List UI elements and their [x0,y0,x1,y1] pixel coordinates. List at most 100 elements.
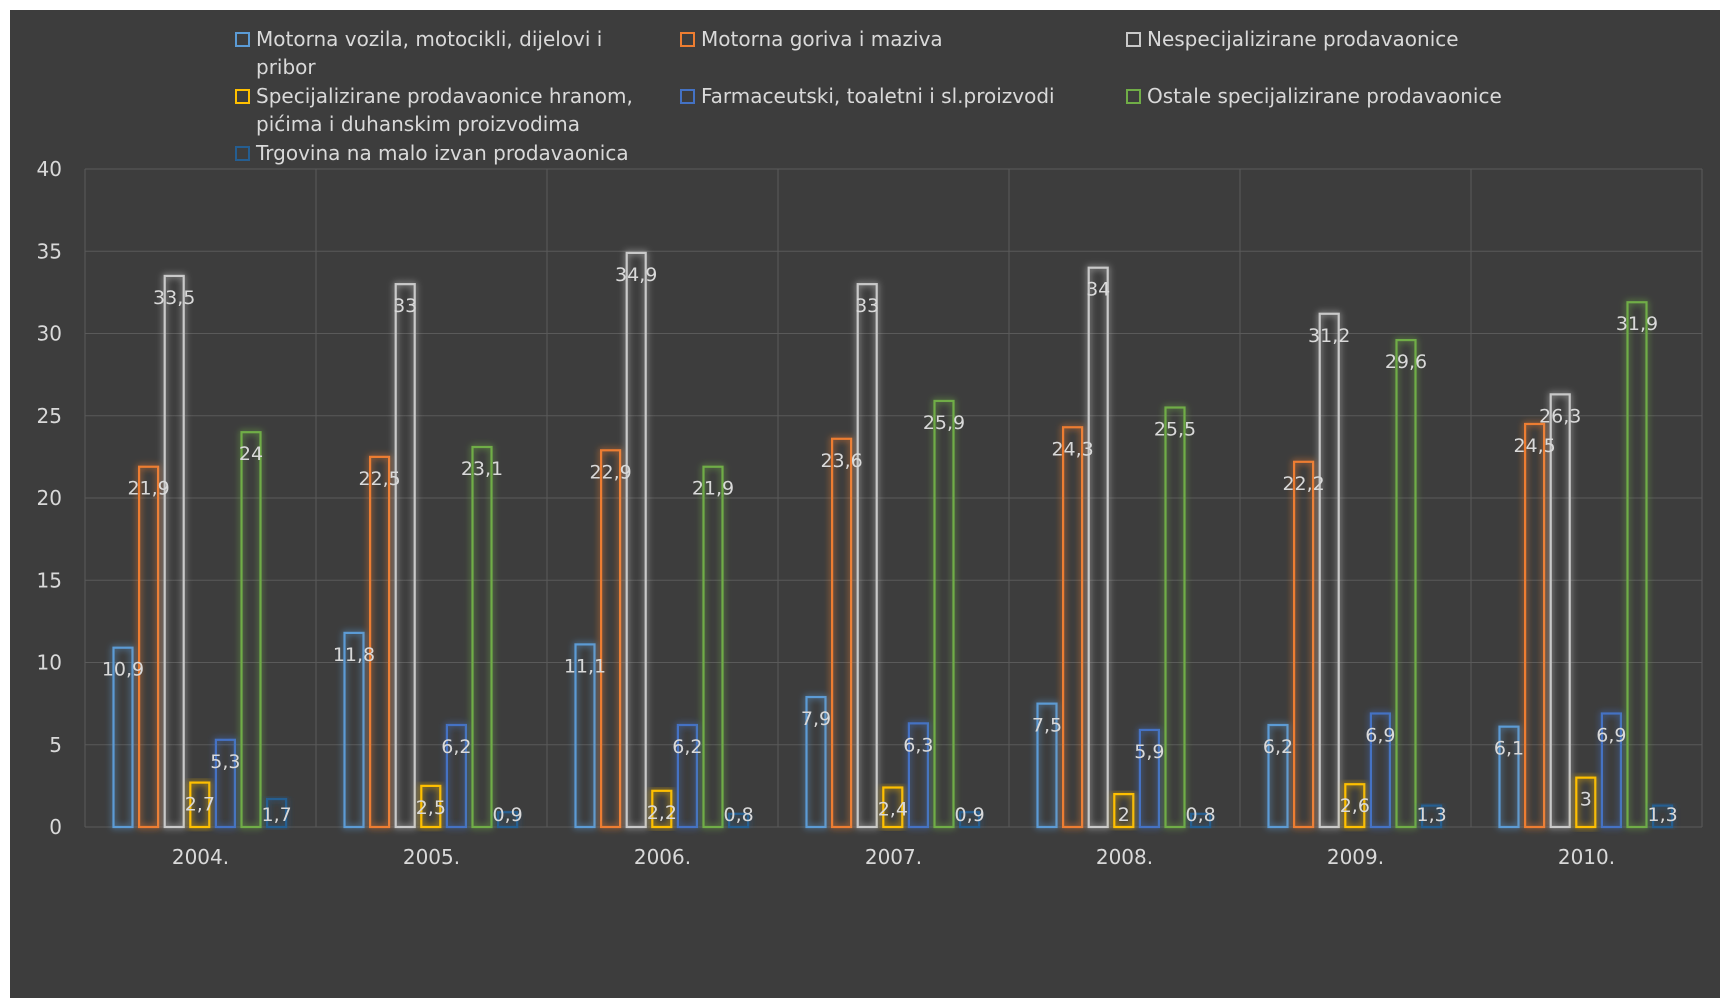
data-label: 7,9 [801,708,831,730]
legend-swatch [680,32,695,47]
data-label: 24,5 [1513,435,1555,457]
data-label: 6,2 [441,736,471,758]
bar [266,797,288,829]
bars [112,251,1674,829]
bar [1498,725,1520,829]
bar [138,465,160,829]
data-label: 0,9 [492,804,522,826]
bar [907,722,930,829]
data-label: 26,3 [1539,405,1581,427]
data-label: 31,2 [1308,325,1350,347]
bar [240,431,262,829]
legend-label: Motorna goriva i maziva [701,27,943,51]
data-label: 24 [239,443,263,465]
data-label: 22,9 [589,461,631,483]
bar [599,449,622,829]
y-axis: 0 5 10 15 20 25 30 35 40 [37,157,62,839]
data-label: 25,5 [1154,419,1196,441]
data-label: 23,6 [820,450,862,472]
bar [1395,338,1417,829]
data-label: 22,5 [358,468,400,490]
data-label: 5,3 [210,751,240,773]
legend-label-line: pićima i duhanskim proizvodima [256,112,580,136]
data-label: 5,9 [1134,741,1164,763]
bar [933,399,955,829]
data-label: 0,8 [1185,804,1215,826]
y-tick-label: 20 [37,486,62,510]
bar [1189,812,1212,829]
bar [1061,426,1084,829]
data-label: 29,6 [1385,351,1427,373]
legend: Motorna vozila, motocikli, dijelovi i pri… [235,27,1502,165]
bar [1318,312,1340,829]
data-label: 21,9 [127,478,169,500]
data-label: 24,3 [1051,438,1093,460]
bar [882,786,904,829]
data-label: 34 [1086,279,1110,301]
legend-label-line: pribor [256,55,316,79]
bar [805,695,827,829]
bar [1164,406,1186,829]
bar [445,723,467,829]
x-tick-label: 2005. [403,845,460,869]
data-label: 2,7 [185,794,215,816]
data-label: 31,9 [1616,313,1658,335]
legend-swatch [235,146,250,161]
y-tick-label: 10 [37,651,62,675]
y-tick-label: 5 [49,733,62,757]
gridlines [84,168,1703,828]
data-label: 11,1 [564,655,606,677]
legend-label: Nespecijalizirane prodavaonice [1147,27,1459,51]
bar [676,723,699,829]
data-label: 0,8 [723,804,753,826]
legend-label-line: Motorna vozila, motocikli, dijelovi i [256,27,602,51]
data-label: 2 [1118,804,1130,826]
data-label: 6,9 [1365,724,1395,746]
bar [163,274,185,829]
y-tick-label: 35 [37,239,62,263]
data-label: 7,5 [1032,715,1062,737]
data-label: 6,3 [903,734,933,756]
bar [471,445,493,829]
bar [1523,422,1546,829]
bar [958,811,981,829]
data-label: 33 [855,295,879,317]
legend-swatch [235,89,250,104]
data-label: 6,2 [672,736,702,758]
legend-swatch [235,32,250,47]
chart-container: 10,9 11,8 11,1 7,9 7,5 6,2 6,1 21,9 22,5 22,9 23,6… [10,10,1720,998]
legend-swatch [680,89,695,104]
bar [651,789,673,829]
data-labels: 10,911,811,17,9 7,56,2 6,121,9 22,5 22,923,6… [102,264,1678,826]
legend-label: Specijalizirane prodavaonice hranom, pići… [256,84,633,136]
x-tick-label: 2007. [865,845,922,869]
y-tick-label: 0 [49,815,62,839]
bar [343,631,365,829]
bar [1420,804,1443,829]
x-tick-label: 2008. [1096,845,1153,869]
bar [574,643,596,829]
bar [1600,712,1623,829]
data-label: 0,9 [954,804,984,826]
x-axis: 2004. 2005. 2006. 2007. 2008. 2009. 2010. [172,845,1615,869]
bar [1344,783,1366,829]
data-label: 6,9 [1596,724,1626,746]
y-tick-label: 15 [37,568,62,592]
bar [856,283,878,829]
data-label: 10,9 [102,659,144,681]
bar [1626,301,1648,829]
bar [830,437,853,829]
bar [394,283,416,829]
data-label: 2,4 [878,799,908,821]
data-label: 6,1 [1494,738,1524,760]
bar [625,251,647,829]
bar [1036,702,1058,829]
legend-label-line: Specijalizirane prodavaonice hranom, [256,84,633,108]
data-label: 3 [1580,789,1592,811]
bar [1087,266,1109,829]
bar [112,646,134,829]
bar [1292,460,1315,829]
bar [727,812,750,829]
bar [369,455,391,829]
data-label: 33 [393,295,417,317]
